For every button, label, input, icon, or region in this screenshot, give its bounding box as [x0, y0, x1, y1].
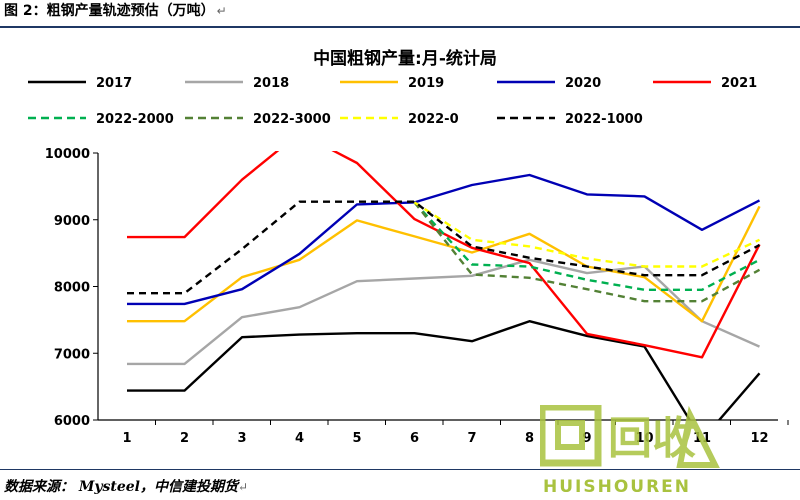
bottom-rule — [0, 469, 800, 470]
source-text: 数据来源： Mysteel，中信建投期货 — [4, 479, 238, 495]
legend-label-2022-3000: 2022-3000 — [253, 112, 331, 127]
legend-label-2021: 2021 — [721, 76, 757, 91]
x-tick-label: 7 — [467, 431, 476, 446]
figure-title-text: 图 2：粗钢产量轨迹预估（万吨） — [4, 3, 215, 19]
series-line-2020 — [127, 173, 761, 306]
series-line-2017 — [127, 320, 761, 420]
y-tick-label: 6000 — [54, 414, 90, 429]
watermark-text: HUISHOUREN — [543, 477, 692, 497]
return-mark: ↵ — [216, 4, 227, 18]
series-group — [127, 151, 761, 420]
watermark-leaf-icon — [676, 405, 720, 468]
x-tick-label: 3 — [237, 431, 246, 446]
x-tick-label: 12 — [750, 431, 768, 446]
return-mark: ↵ — [238, 480, 249, 494]
y-tick-label: 7000 — [54, 347, 90, 362]
figure-title: 图 2：粗钢产量轨迹预估（万吨） ↵ — [4, 0, 227, 20]
source-note: 数据来源： Mysteel，中信建投期货↵ — [4, 476, 248, 496]
series-line-2019 — [127, 205, 761, 323]
x-tick-label: 2 — [180, 431, 189, 446]
x-tick-label: 1 — [122, 431, 131, 446]
legend-label-2020: 2020 — [565, 76, 601, 91]
watermark-logo: 回收 — [540, 405, 720, 468]
legend-label-2018: 2018 — [253, 76, 289, 91]
legend: 2017 2018 2019 2020 2021 2022-2000 2022-3000 20… — [28, 76, 757, 127]
series-line-2022-1000 — [127, 200, 761, 295]
x-tick-label: 4 — [295, 431, 304, 446]
series-line-2022-2000 — [413, 201, 761, 291]
x-tick-label: 9 — [582, 431, 591, 446]
legend-label-2019: 2019 — [408, 76, 444, 91]
legend-label-2022-0: 2022-0 — [408, 112, 459, 127]
x-tick-label: 8 — [525, 431, 534, 446]
y-tick-label: 8000 — [54, 281, 90, 296]
y-tick-label: 9000 — [54, 214, 90, 229]
watermark-box — [540, 405, 602, 467]
legend-label-2022-2000: 2022-2000 — [96, 112, 174, 127]
chart-title: 中国粗钢产量:月-统计局 — [313, 48, 497, 69]
series-line-2022-3000 — [413, 201, 761, 303]
watermark-box-inner — [555, 420, 585, 450]
line-chart: 中国粗钢产量:月-统计局 2017 2018 2019 2020 2021 2022-20… — [28, 48, 789, 446]
series-line-2022-0 — [413, 201, 761, 268]
y-tick-label: 10000 — [45, 147, 90, 162]
x-tick-label: 10 — [635, 431, 653, 446]
x-tick-label: 5 — [352, 431, 361, 446]
x-tick-label: 6 — [410, 431, 419, 446]
top-rule — [0, 26, 800, 28]
legend-label-2017: 2017 — [96, 76, 132, 91]
legend-label-2022-1000: 2022-1000 — [565, 112, 643, 127]
